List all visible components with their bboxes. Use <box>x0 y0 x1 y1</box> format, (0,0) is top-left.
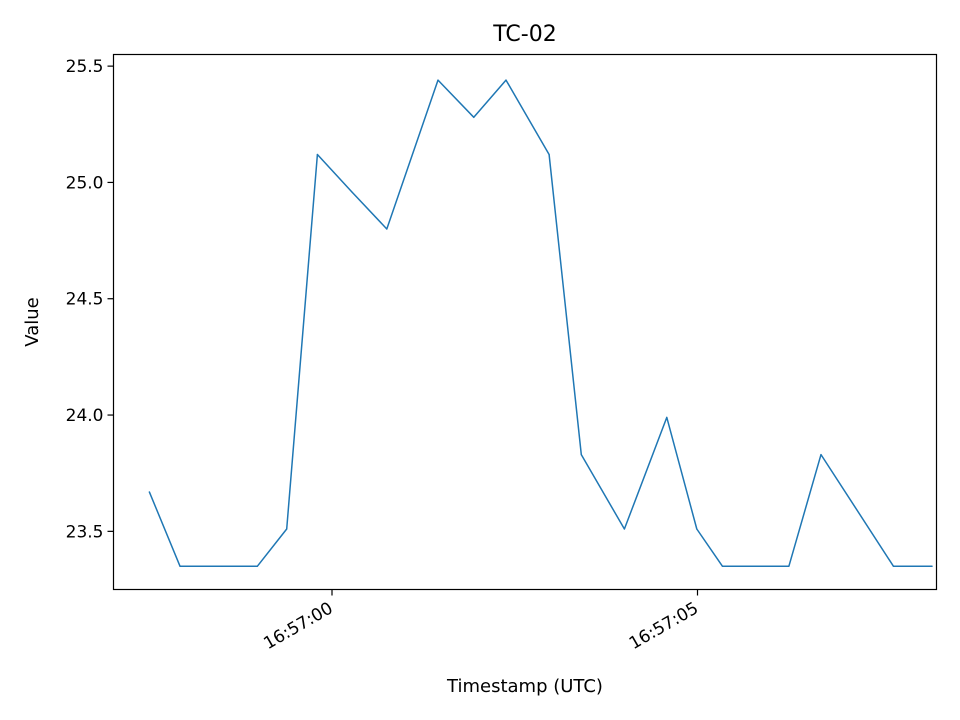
data-point <box>788 565 790 567</box>
data-point <box>316 153 318 156</box>
chart-title: TC-02 <box>492 22 556 47</box>
y-tick-label: 25.5 <box>66 57 104 77</box>
data-point <box>179 565 181 567</box>
data-point <box>548 153 550 156</box>
axes-frame <box>112 53 938 591</box>
data-point <box>473 116 475 118</box>
data-point <box>437 79 439 81</box>
data-point <box>351 191 353 193</box>
y-tick-label: 25.0 <box>66 173 104 193</box>
data-point <box>148 491 150 493</box>
data-point <box>666 416 668 418</box>
y-tick-label: 24.0 <box>66 406 104 426</box>
y-tick-label: 23.5 <box>66 522 104 542</box>
data-point <box>221 565 223 567</box>
data-point <box>386 228 388 230</box>
y-axis-label: Value <box>22 297 43 346</box>
y-tick-label: 24.5 <box>66 290 104 310</box>
data-point <box>623 528 626 530</box>
data-point <box>505 79 507 81</box>
data-point <box>286 528 288 530</box>
data-point <box>892 565 895 567</box>
x-axis-label: Timestamp (UTC) <box>446 676 603 697</box>
data-point <box>580 454 582 456</box>
data-point <box>820 454 822 456</box>
data-point <box>721 565 724 567</box>
data-point <box>696 528 698 530</box>
data-point <box>931 565 933 567</box>
data-point <box>256 565 258 567</box>
